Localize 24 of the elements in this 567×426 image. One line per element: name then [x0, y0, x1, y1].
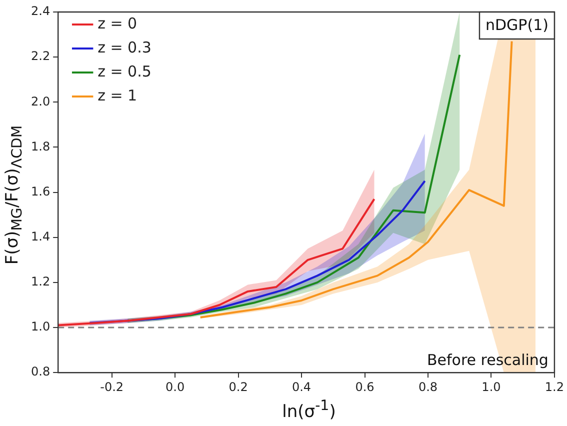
- y-tick-label: 1.8: [30, 139, 50, 154]
- annotation: Before rescaling: [426, 350, 548, 369]
- y-tick-label: 2.0: [30, 94, 50, 108]
- x-tick-label: 0.8: [418, 380, 438, 394]
- x-tick-label: 1.2: [544, 380, 564, 394]
- x-tick-label: 0.6: [355, 380, 374, 394]
- y-tick-label: 1.2: [30, 274, 50, 289]
- legend-label: z = 0.5: [98, 62, 152, 80]
- y-tick-label: 0.8: [30, 364, 50, 379]
- x-tick-label: 1.0: [482, 380, 501, 394]
- x-tick-label: -0.2: [100, 380, 124, 394]
- y-tick-label: 2.4: [30, 4, 50, 18]
- x-tick-label: 0.2: [228, 380, 248, 394]
- legend-label: z = 0: [98, 14, 138, 32]
- y-tick-label: 2.2: [30, 49, 50, 64]
- x-axis-title: ln(σ$^{-1}$): [282, 398, 336, 422]
- y-tick-label: 1.6: [30, 184, 50, 198]
- x-tick-label: 0.0: [166, 380, 185, 394]
- legend-label: z = 0.3: [98, 38, 152, 56]
- annotation: nDGP(1): [485, 16, 548, 34]
- x-tick-label: 0.4: [292, 380, 312, 394]
- y-tick-label: 1.4: [30, 230, 50, 244]
- legend-label: z = 1: [98, 86, 138, 104]
- y-tick-label: 1.0: [30, 320, 50, 334]
